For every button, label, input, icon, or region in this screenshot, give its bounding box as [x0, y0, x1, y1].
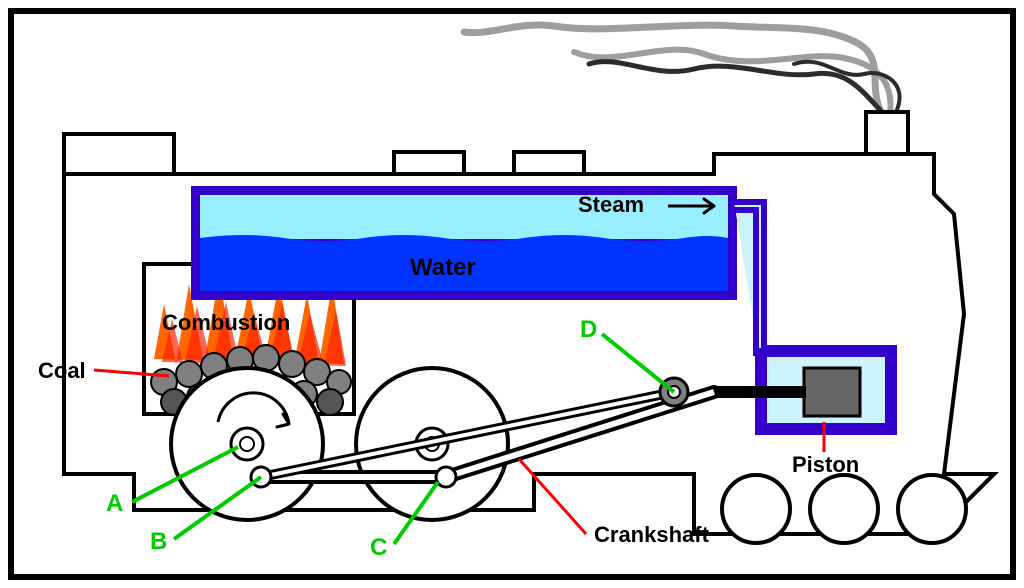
label-combustion: Combustion — [162, 310, 290, 336]
diagram-frame: Coal Combustion Water Steam Piston Crank… — [8, 8, 1016, 580]
label-coal: Coal — [38, 358, 86, 384]
smoke-icon — [464, 25, 900, 114]
small-wheel — [810, 475, 878, 543]
marker-a: A — [106, 490, 123, 518]
small-wheel — [722, 475, 790, 543]
small-wheel — [898, 475, 966, 543]
locomotive-diagram — [14, 14, 1010, 574]
marker-d: D — [580, 316, 597, 344]
label-crankshaft: Crankshaft — [594, 522, 709, 548]
marker-b: B — [150, 528, 167, 556]
drive-wheel-1 — [171, 368, 323, 520]
marker-c: C — [370, 534, 387, 562]
label-steam: Steam — [578, 192, 644, 218]
label-water: Water — [410, 254, 476, 282]
label-piston: Piston — [792, 452, 859, 478]
